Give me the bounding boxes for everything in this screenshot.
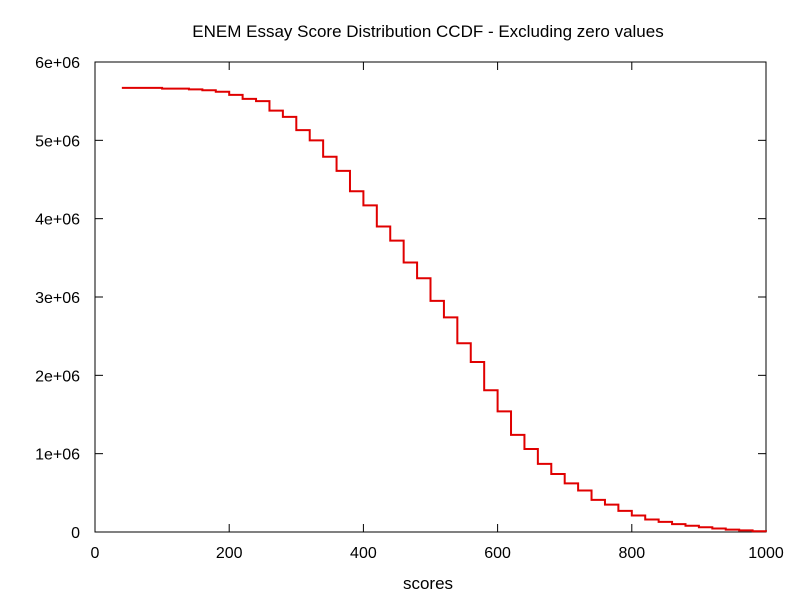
y-tick-label: 5e+06 bbox=[35, 133, 80, 150]
y-tick-labels: 0 1e+06 2e+06 3e+06 4e+06 5e+06 6e+06 bbox=[35, 55, 80, 542]
y-tick-label: 2e+06 bbox=[35, 368, 80, 385]
x-tick-label: 400 bbox=[350, 545, 377, 562]
x-tick-label: 600 bbox=[484, 545, 511, 562]
x-tick-label: 1000 bbox=[748, 545, 784, 562]
axis-ticks bbox=[94, 61, 767, 533]
x-tick-label: 800 bbox=[618, 545, 645, 562]
chart-title: ENEM Essay Score Distribution CCDF - Exc… bbox=[192, 22, 663, 41]
y-tick-label: 3e+06 bbox=[35, 290, 80, 307]
x-tick-labels: 0 200 400 600 800 1000 bbox=[91, 545, 784, 562]
y-tick-label: 0 bbox=[71, 525, 80, 542]
y-tick-label: 1e+06 bbox=[35, 447, 80, 464]
x-axis-label: scores bbox=[403, 574, 453, 593]
series-group bbox=[121, 86, 767, 533]
y-tick-label: 6e+06 bbox=[35, 55, 80, 72]
x-tick-label: 0 bbox=[91, 545, 100, 562]
series-line bbox=[121, 86, 767, 533]
x-tick-label: 200 bbox=[216, 545, 243, 562]
y-tick-label: 4e+06 bbox=[35, 212, 80, 229]
